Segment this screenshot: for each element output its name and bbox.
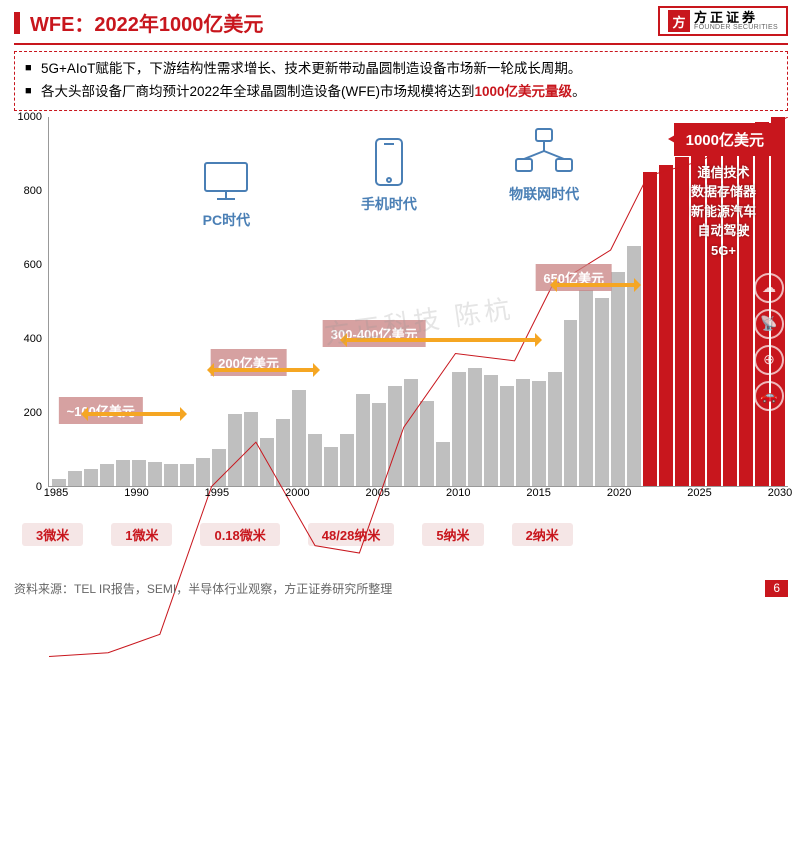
- region-arrow: [345, 338, 537, 342]
- bar: [148, 462, 162, 486]
- bar: [132, 460, 146, 486]
- header-divider: [14, 43, 788, 45]
- process-chip: 1微米: [111, 523, 172, 546]
- logo-text-en: FOUNDER SECURITIES: [694, 24, 778, 31]
- bullet-1: 5G+AIoT赋能下，下游结构性需求增长、技术更新带动晶圆制造设备市场新一轮成长…: [25, 58, 777, 81]
- era-iot: 物联网时代: [509, 127, 579, 204]
- bars: [49, 117, 788, 486]
- brand-logo: 方 方正证券 FOUNDER SECURITIES: [658, 6, 788, 36]
- bar: [372, 403, 386, 486]
- cloud-icon: ☁: [754, 273, 784, 303]
- header: WFE：2022年1000亿美元 方 方正证券 FOUNDER SECURITI…: [0, 0, 802, 41]
- bar: [340, 434, 354, 486]
- bar: [659, 165, 673, 486]
- bar: [260, 438, 274, 486]
- bar: [420, 401, 434, 486]
- region-arrow: [86, 412, 182, 416]
- bar: [276, 419, 290, 485]
- y-tick: 200: [24, 407, 42, 419]
- process-chip: 48/28纳米: [308, 523, 395, 546]
- process-node-chips: 3微米 1微米 0.18微米 48/28纳米 5纳米 2纳米: [22, 523, 780, 546]
- car-icon: 🚗: [754, 381, 784, 411]
- page-number: 6: [765, 580, 788, 597]
- x-tick: 2020: [607, 487, 631, 499]
- bar: [436, 442, 450, 486]
- x-tick: 1995: [205, 487, 229, 499]
- bar: [468, 368, 482, 486]
- bar: [564, 320, 578, 486]
- process-chip: 0.18微米: [200, 523, 279, 546]
- bar: [484, 375, 498, 486]
- bar: [52, 479, 66, 486]
- bullet-2: 各大头部设备厂商均预计2022年全球晶圆制造设备(WFE)市场规模将达到1000…: [25, 81, 777, 104]
- globe-icon: ⊕: [754, 345, 784, 375]
- bar: [643, 172, 657, 486]
- y-axis: 02004006008001000: [14, 117, 46, 487]
- bar: [356, 394, 370, 486]
- future-tech-list: 通信技术数据存储器新能源汽车自动驾驶5G+: [691, 163, 756, 261]
- logo-text-cn: 方正证券: [694, 11, 778, 24]
- bar: [196, 458, 210, 486]
- plot-area: PC时代手机时代物联网时代 ~100亿美元200亿美元300-400亿美元650…: [48, 117, 788, 487]
- bar: [548, 372, 562, 486]
- future-icons: ☁ 📡 ⊕ 🚗: [754, 267, 784, 417]
- bar: [516, 379, 530, 486]
- bar: [180, 464, 194, 486]
- bar: [84, 469, 98, 486]
- y-tick: 600: [24, 259, 42, 271]
- process-chip: 3微米: [22, 523, 83, 546]
- y-tick: 0: [36, 481, 42, 493]
- bar: [324, 447, 338, 486]
- bullet-box: 5G+AIoT赋能下，下游结构性需求增长、技术更新带动晶圆制造设备市场新一轮成长…: [14, 51, 788, 111]
- x-tick: 2025: [687, 487, 711, 499]
- y-tick: 800: [24, 185, 42, 197]
- region-arrow: [212, 368, 315, 372]
- bar: [611, 272, 625, 486]
- bar: [388, 386, 402, 486]
- badge-1000: 1000亿美元: [674, 123, 776, 156]
- title-accent: [14, 12, 20, 34]
- bar: [68, 471, 82, 486]
- bar: [595, 298, 609, 486]
- x-tick: 2015: [526, 487, 550, 499]
- bar: [292, 390, 306, 486]
- x-tick: 1990: [124, 487, 148, 499]
- source-text: 资料来源：TEL IR报告，SEMI，半导体行业观察，方正证券研究所整理: [14, 580, 392, 597]
- process-chip: 5纳米: [422, 523, 483, 546]
- region-arrow: [555, 283, 636, 287]
- bar: [164, 464, 178, 486]
- region-label: ~100亿美元: [59, 397, 143, 424]
- footer: 资料来源：TEL IR报告，SEMI，半导体行业观察，方正证券研究所整理 6: [14, 580, 788, 597]
- bar: [404, 379, 418, 486]
- bar: [675, 157, 689, 485]
- antenna-icon: 📡: [754, 309, 784, 339]
- bar: [244, 412, 258, 486]
- era-phone: 手机时代: [361, 137, 417, 214]
- bar: [116, 460, 130, 486]
- bar: [532, 381, 546, 486]
- wfe-chart: 02004006008001000 PC时代手机时代物联网时代 ~100亿美元2…: [14, 117, 788, 517]
- bar: [228, 414, 242, 486]
- bar: [212, 449, 226, 486]
- bar: [500, 386, 514, 486]
- x-tick: 1985: [44, 487, 68, 499]
- x-tick: 2030: [768, 487, 792, 499]
- x-tick: 2000: [285, 487, 309, 499]
- x-tick: 2010: [446, 487, 470, 499]
- bar: [579, 290, 593, 486]
- y-tick: 1000: [18, 111, 42, 123]
- region-label: 200亿美元: [210, 349, 287, 376]
- era-pc: PC时代: [199, 159, 253, 230]
- process-chip: 2纳米: [512, 523, 573, 546]
- bar: [452, 372, 466, 486]
- x-axis: 1985199019952000200520102015202020252030: [48, 487, 788, 507]
- bar: [308, 434, 322, 486]
- logo-glyph: 方: [668, 10, 690, 32]
- y-tick: 400: [24, 333, 42, 345]
- page-title: WFE：2022年1000亿美元: [30, 8, 263, 37]
- bar: [100, 464, 114, 486]
- x-tick: 2005: [366, 487, 390, 499]
